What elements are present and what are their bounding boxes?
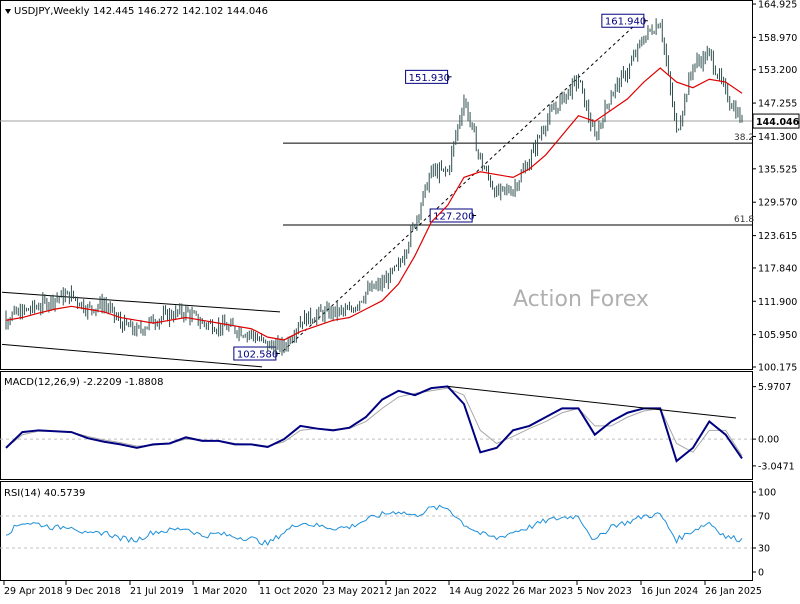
price-annotation-label: 102.580: [237, 350, 278, 361]
price-tick-label: 135.525: [758, 164, 797, 175]
x-tick-label: 29 Apr 2018: [4, 586, 63, 597]
symbol-label: USDJPY,Weekly: [14, 6, 90, 17]
macd-tick-label: -3.0471: [758, 461, 795, 472]
price-tick-label: 100.175: [758, 363, 797, 374]
last-price-box: [752, 113, 800, 129]
ohlc-values: 142.445 146.272 142.102 144.046: [93, 6, 268, 17]
price-annotation-label: 127.200: [433, 211, 474, 222]
rsi-panel: [0, 481, 753, 581]
last-price-label: 144.046: [756, 117, 800, 128]
moving-average-line: [5, 67, 743, 341]
price-tick-label: 111.900: [758, 297, 797, 308]
x-tick-label: 21 Jul 2019: [130, 586, 184, 597]
macd-trendline: [447, 385, 737, 419]
price-tick-label: 153.200: [758, 65, 797, 76]
rsi-tick-label: 100: [758, 488, 776, 499]
header-dropdown-icon[interactable]: [5, 9, 11, 14]
rsi-tick-label: 30: [758, 544, 770, 555]
watermark: Action Forex: [513, 287, 649, 312]
fib-label: 61.8: [734, 215, 754, 225]
macd-line: [5, 385, 743, 463]
fib-label: 38.2: [734, 133, 754, 143]
x-tick-label: 26 Jan 2025: [705, 586, 762, 597]
macd-tick-label: 0.00: [758, 435, 779, 446]
x-tick-label: 5 Nov 2023: [577, 586, 632, 597]
price-tick-label: 158.970: [758, 33, 797, 44]
x-tick-label: 9 Dec 2018: [66, 586, 121, 597]
rsi-line: [5, 504, 743, 546]
rsi-title: RSI(14) 40.5739: [4, 488, 85, 499]
x-tick-label: 2 Jan 2022: [386, 586, 437, 597]
rsi-tick-label: 0: [758, 568, 764, 579]
price-tick-label: 117.840: [758, 263, 797, 274]
x-tick-label: 1 Mar 2020: [193, 586, 247, 597]
price-annotation-label: 151.930: [409, 73, 450, 84]
rsi-tick-label: 70: [758, 512, 770, 523]
price-tick-label: 164.925: [758, 0, 797, 11]
x-tick-label: 11 Oct 2020: [259, 586, 318, 597]
channel-lower-line: [1, 343, 263, 368]
channel-upper-line: [1, 291, 281, 313]
macd-title: MACD(12,26,9) -2.2209 -1.8808: [4, 377, 164, 388]
macd-signal-line: [5, 387, 743, 457]
price-tick-label: 123.615: [758, 231, 797, 242]
x-tick-label: 23 May 2021: [323, 586, 385, 597]
price-annotation-label: 161.940: [605, 17, 646, 28]
price-tick-label: 129.570: [758, 198, 797, 209]
x-tick-label: 14 Aug 2022: [449, 586, 510, 597]
price-tick-label: 147.255: [758, 99, 797, 110]
macd-tick-label: 5.9707: [758, 382, 791, 393]
x-tick-label: 16 Jun 2024: [641, 586, 698, 597]
x-tick-label: 26 Mar 2023: [513, 586, 573, 597]
macd-panel: [0, 371, 753, 480]
price-tick-label: 105.950: [758, 330, 797, 341]
price-panel: [0, 0, 753, 370]
price-tick-label: 141.300: [758, 132, 797, 143]
